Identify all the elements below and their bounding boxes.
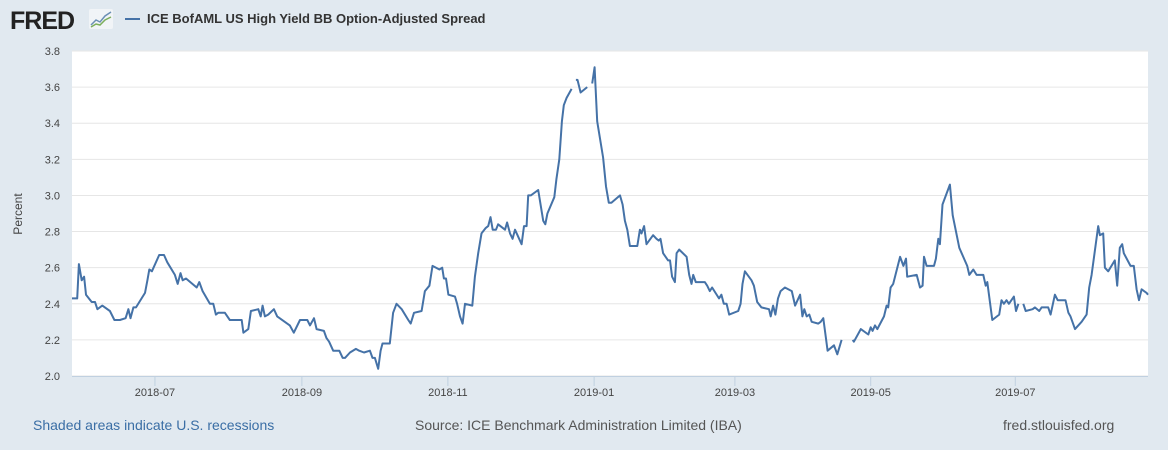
series-line <box>72 66 1149 370</box>
y-tick-label: 2.8 <box>45 227 60 239</box>
source-note: Source: ICE Benchmark Administration Lim… <box>415 417 742 433</box>
y-tick-label: 3.4 <box>45 118 60 130</box>
legend-line-swatch <box>125 17 140 20</box>
x-tick-label: 2018-07 <box>135 387 175 399</box>
x-tick-label: 2018-11 <box>428 387 468 399</box>
y-tick-label: 2.4 <box>45 299 60 311</box>
y-tick-label: 2.0 <box>45 371 60 383</box>
x-tick-label: 2019-05 <box>851 387 891 399</box>
recessions-link[interactable]: Shaded areas indicate U.S. recessions <box>33 417 275 433</box>
plot-area <box>72 51 1148 376</box>
y-tick-label: 3.8 <box>45 46 60 58</box>
fred-chart-logo-icon <box>89 9 113 29</box>
x-tick-label: 2019-03 <box>715 387 755 399</box>
legend-label: ICE BofAML US High Yield BB Option-Adjus… <box>147 11 486 26</box>
y-tick-label: 2.2 <box>45 335 60 347</box>
y-tick-label: 3.6 <box>45 82 60 94</box>
chart-legend: ICE BofAML US High Yield BB Option-Adjus… <box>125 11 486 26</box>
y-tick-label: 3.0 <box>45 190 60 202</box>
x-tick-label: 2019-07 <box>995 387 1035 399</box>
y-tick-label: 2.6 <box>45 263 60 275</box>
x-tick-label: 2019-01 <box>574 387 614 399</box>
y-axis-label: Percent <box>11 193 25 235</box>
x-tick-label: 2018-09 <box>282 387 322 399</box>
fred-site-link[interactable]: fred.stlouisfed.org <box>1003 417 1115 433</box>
fred-logo[interactable]: FRED <box>10 7 75 35</box>
y-tick-label: 3.2 <box>45 154 60 166</box>
